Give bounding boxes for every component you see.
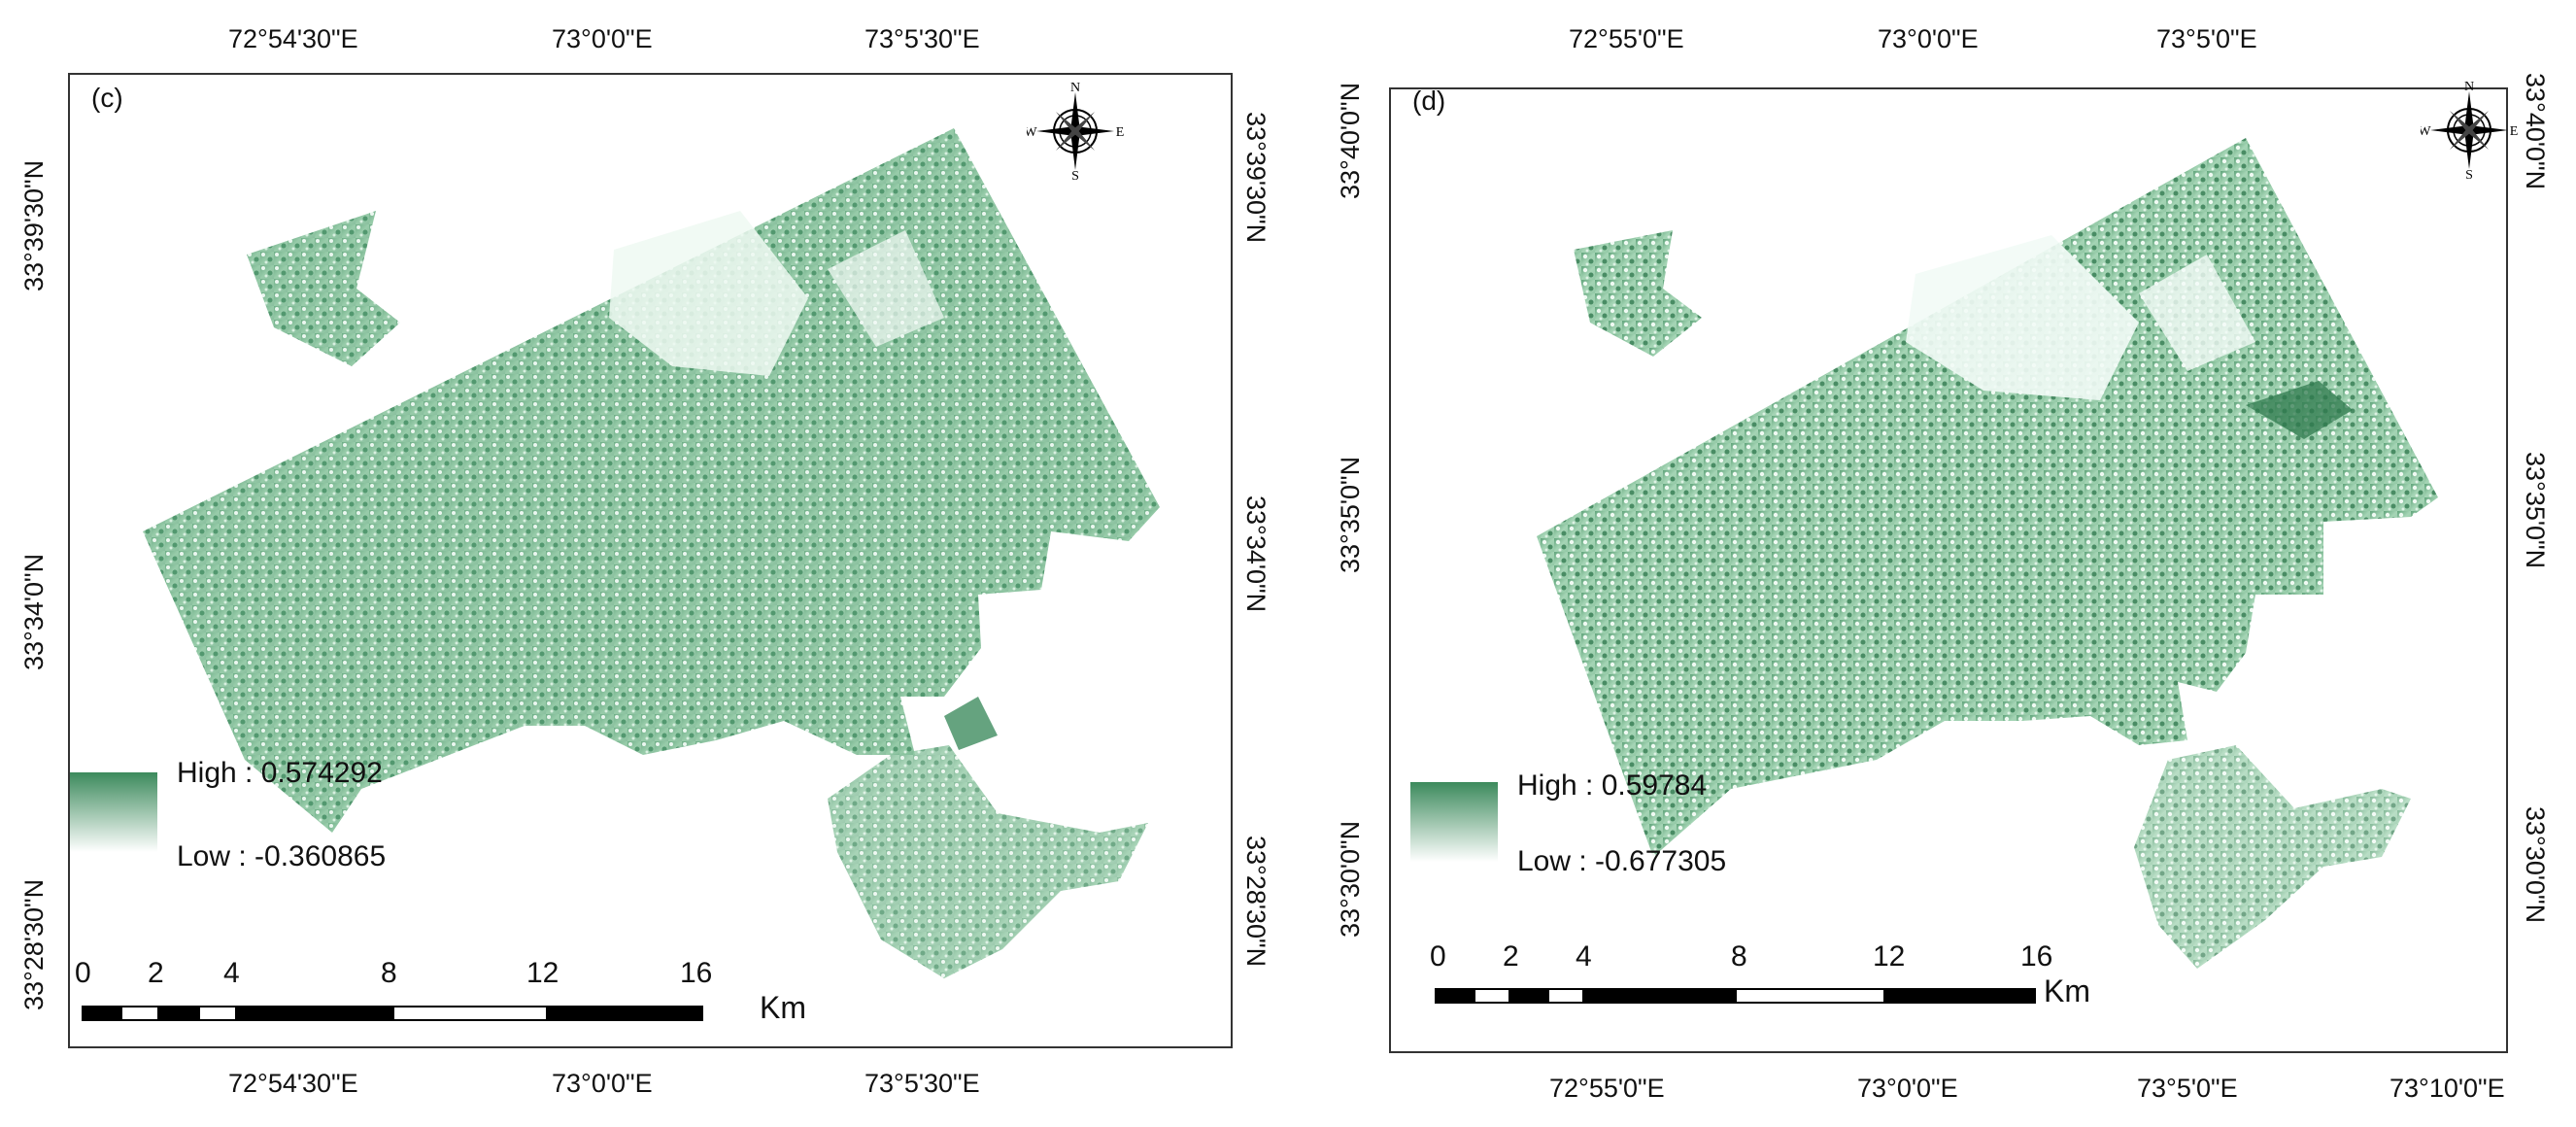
left-tick-label: 33°28'30"N <box>19 878 49 1010</box>
right-tick-label: 33°28'30"N <box>1241 836 1271 968</box>
top-tick-label: 73°5'0"E <box>2156 24 2257 53</box>
right-tick-label: 33°34'0"N <box>1241 495 1271 613</box>
right-tick-label: 33°30'0"N <box>2521 806 2550 924</box>
scale-num: 8 <box>1731 940 1747 973</box>
compass-e: E <box>2510 124 2518 139</box>
legend-gradient <box>70 772 157 852</box>
scale-unit: Km <box>2044 973 2090 1008</box>
compass-rose-icon: N S E W <box>2421 82 2518 179</box>
bottom-tick-label: 72°54'30"E <box>228 1069 358 1098</box>
legend-high: High : 0.574292 <box>177 757 383 789</box>
scale-num: 2 <box>1503 940 1519 973</box>
legend-low: Low : -0.677305 <box>1517 845 1727 877</box>
top-tick-label: 73°5'30"E <box>864 24 980 53</box>
left-tick-label: 33°39'30"N <box>19 159 49 291</box>
scale-num: 4 <box>1576 940 1592 973</box>
ndvi-region-main <box>1537 138 2438 857</box>
bottom-tick-label: 73°0'0"E <box>552 1069 653 1098</box>
legend-gradient <box>1410 782 1498 862</box>
scale-num: 12 <box>526 957 559 989</box>
right-tick-label: 33°40'0"N <box>2521 73 2550 190</box>
compass-s: S <box>2465 168 2473 179</box>
scale-num: 0 <box>75 957 91 989</box>
top-tick-label: 72°54'30"E <box>228 24 358 53</box>
compass-w: W <box>2421 124 2431 139</box>
bottom-tick-label: 73°10'0"E <box>2390 1074 2505 1103</box>
compass-rose-icon: N S E W <box>1027 83 1124 180</box>
bottom-tick-label: 73°5'0"E <box>2137 1074 2238 1103</box>
compass-w: W <box>1027 125 1037 140</box>
compass-e: E <box>1116 125 1124 140</box>
top-tick-label: 73°0'0"E <box>1878 24 1979 53</box>
scale-unit: Km <box>760 990 806 1025</box>
bottom-tick-label: 73°5'30"E <box>864 1069 980 1098</box>
right-tick-label: 33°35'0"N <box>2521 452 2550 569</box>
legend-high: High : 0.59784 <box>1517 769 1708 802</box>
ndvi-map-c <box>143 128 1160 978</box>
scale-num: 8 <box>381 957 397 989</box>
top-tick-label: 72°55'0"E <box>1569 24 1684 53</box>
scale-num: 0 <box>1430 940 1446 973</box>
map-panel-d: (d) N S E W High : 0.59784 Low : -0.6773… <box>1389 82 2518 1053</box>
bottom-tick-label: 73°0'0"E <box>1857 1074 1958 1103</box>
scale-num: 16 <box>2020 940 2053 973</box>
ndvi-map-d <box>1537 138 2438 969</box>
scale-num: 4 <box>223 957 240 989</box>
bottom-tick-label: 72°55'0"E <box>1549 1074 1665 1103</box>
scale-num: 2 <box>148 957 164 989</box>
left-tick-label: 33°35'0"N <box>1336 456 1365 573</box>
left-tick-label: 33°40'0"N <box>1336 82 1365 199</box>
scale-num: 12 <box>1873 940 1906 973</box>
legend-low: Low : -0.360865 <box>177 840 387 872</box>
panel-label-d: (d) <box>1412 85 1446 116</box>
top-tick-label: 73°0'0"E <box>552 24 653 53</box>
scale-num: 16 <box>680 957 713 989</box>
left-tick-label: 33°30'0"N <box>1336 820 1365 938</box>
ndvi-region-main <box>143 128 1160 833</box>
map-panel-c: (c) N S E W High : 0.574292 Low : -0.360… <box>68 73 1233 1048</box>
left-tick-label: 33°34'0"N <box>19 553 49 670</box>
compass-n: N <box>2464 82 2474 94</box>
compass-n: N <box>1070 83 1080 95</box>
right-tick-label: 33°39'30"N <box>1241 112 1271 244</box>
compass-s: S <box>1071 169 1079 180</box>
panel-label-c: (c) <box>91 83 123 113</box>
